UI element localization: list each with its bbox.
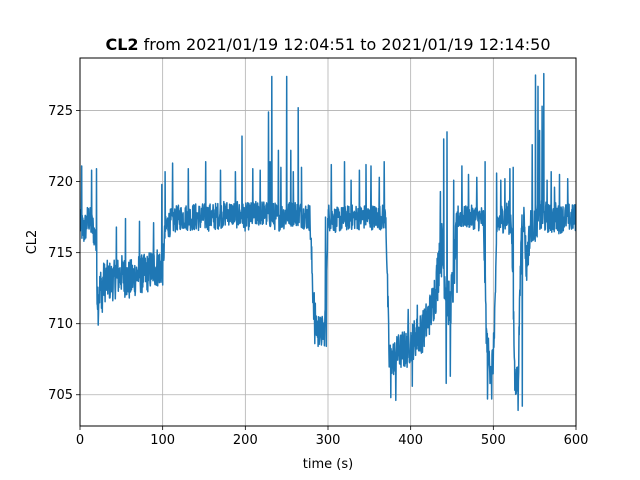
x-tick-label: 600 (564, 433, 589, 448)
chart-title-bold: CL2 (105, 35, 138, 54)
series-line-cl2 (80, 72, 576, 412)
y-tick-label: 710 (48, 317, 73, 332)
y-tick-label: 725 (48, 104, 73, 119)
x-tick-label: 100 (150, 433, 175, 448)
x-tick-label: 500 (481, 433, 506, 448)
x-axis-ticks: 0 100 200 300 400 500 600 (76, 426, 589, 448)
y-tick-label: 720 (48, 175, 73, 190)
chart-title: CL2 from 2021/01/19 12:04:51 to 2021/01/… (105, 35, 550, 54)
chart-title-rest: from 2021/01/19 12:04:51 to 2021/01/19 1… (139, 35, 551, 54)
x-tick-label: 400 (398, 433, 423, 448)
y-tick-label: 705 (48, 388, 73, 403)
y-axis-ticks: 705 710 715 720 725 (48, 104, 80, 403)
plot-area (80, 72, 576, 412)
x-tick-label: 300 (316, 433, 341, 448)
x-axis-label: time (s) (303, 457, 353, 472)
series-cl2 (80, 72, 576, 412)
y-tick-label: 715 (48, 246, 73, 261)
y-axis-label: CL2 (25, 230, 40, 255)
x-tick-label: 200 (233, 433, 258, 448)
x-tick-label: 0 (76, 433, 84, 448)
